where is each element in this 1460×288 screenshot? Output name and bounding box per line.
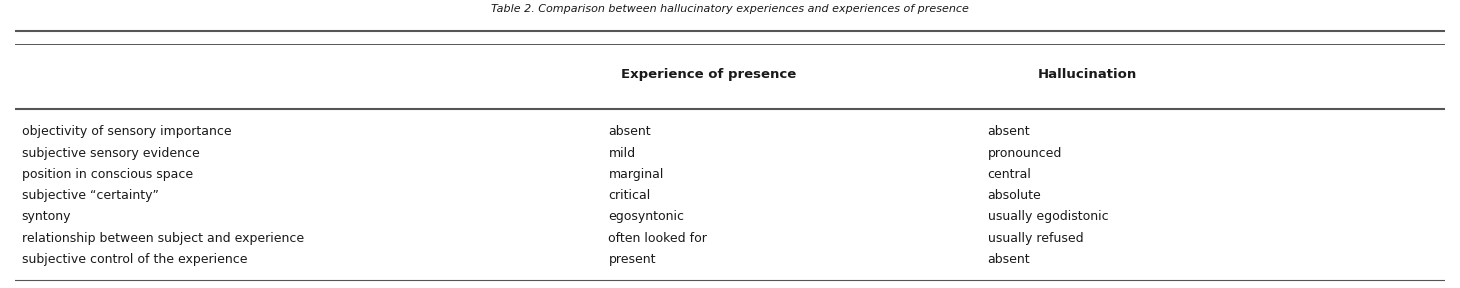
Text: pronounced: pronounced: [987, 147, 1061, 160]
Text: egosyntonic: egosyntonic: [609, 211, 685, 223]
Text: Hallucination: Hallucination: [1038, 68, 1137, 82]
Text: mild: mild: [609, 147, 635, 160]
Text: Table 2. Comparison between hallucinatory experiences and experiences of presenc: Table 2. Comparison between hallucinator…: [491, 4, 969, 14]
Text: syntony: syntony: [22, 211, 72, 223]
Text: objectivity of sensory importance: objectivity of sensory importance: [22, 125, 231, 139]
Text: Experience of presence: Experience of presence: [620, 68, 796, 82]
Text: usually egodistonic: usually egodistonic: [987, 211, 1108, 223]
Text: critical: critical: [609, 189, 651, 202]
Text: marginal: marginal: [609, 168, 664, 181]
Text: present: present: [609, 253, 656, 266]
Text: often looked for: often looked for: [609, 232, 707, 245]
Text: subjective control of the experience: subjective control of the experience: [22, 253, 247, 266]
Text: absent: absent: [609, 125, 651, 139]
Text: position in conscious space: position in conscious space: [22, 168, 193, 181]
Text: central: central: [987, 168, 1031, 181]
Text: usually refused: usually refused: [987, 232, 1083, 245]
Text: subjective “certainty”: subjective “certainty”: [22, 189, 159, 202]
Text: relationship between subject and experience: relationship between subject and experie…: [22, 232, 304, 245]
Text: absolute: absolute: [987, 189, 1041, 202]
Text: subjective sensory evidence: subjective sensory evidence: [22, 147, 200, 160]
Text: absent: absent: [987, 125, 1031, 139]
Text: absent: absent: [987, 253, 1031, 266]
